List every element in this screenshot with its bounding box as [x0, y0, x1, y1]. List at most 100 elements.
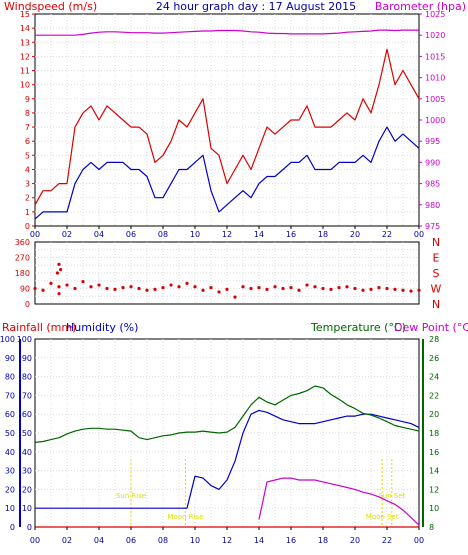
humidity-y-tick-label: 20	[22, 485, 32, 494]
direction-point	[265, 287, 269, 291]
humidity-axis-label: Humidity (%)	[66, 321, 138, 334]
rainfall-y-tick-label: 30	[5, 467, 15, 476]
wind-x-tick-label: 18	[318, 230, 328, 239]
direction-point	[161, 286, 165, 290]
rain-x-tick-label: 02	[62, 536, 72, 545]
direction-point	[361, 288, 365, 292]
dir-y-tick-label: 0	[25, 300, 30, 309]
direction-point	[145, 288, 149, 292]
direction-point	[313, 285, 317, 289]
rain-x-tick-label: 10	[190, 536, 200, 545]
rain-x-tick-label: 22	[382, 536, 392, 545]
baro-y-tick-label: 985	[425, 180, 440, 189]
rainfall-axis-label: Rainfall (mm)	[2, 321, 76, 334]
wind-x-tick-label: 00	[414, 230, 424, 239]
direction-point	[321, 286, 325, 291]
wind-x-tick-label: 16	[286, 230, 296, 239]
baro-y-tick-label: 1025	[425, 10, 445, 19]
rain-x-tick-label: 00	[30, 536, 40, 545]
direction-point	[105, 286, 109, 291]
gust-series-line	[34, 48, 420, 206]
temperature-y-tick-label: 18	[429, 429, 439, 438]
wind-x-tick-label: 06	[126, 230, 136, 239]
direction-point	[97, 283, 101, 287]
rain-x-tick-label: 06	[126, 536, 136, 545]
wind-y-tick-label: 4	[25, 165, 30, 174]
direction-point	[337, 286, 341, 290]
temperature-y-tick-label: 10	[429, 504, 439, 513]
temperature-y-tick-label: 14	[429, 467, 439, 476]
dewpoint-axis-label: Dew Point (°C)	[394, 321, 468, 334]
temperature-y-tick-label: 20	[429, 410, 439, 419]
rainfall-y-tick-label: 90	[5, 354, 15, 363]
wind-y-tick-label: 15	[20, 10, 30, 19]
direction-point	[137, 286, 141, 291]
temperature-y-tick-label: 26	[429, 354, 439, 363]
direction-point	[113, 287, 117, 291]
chart-marks: 0123456789101112131415975980985990995100…	[0, 10, 445, 545]
wind-y-tick-label: 6	[25, 137, 30, 146]
humidity-y-tick-label: 90	[22, 354, 32, 363]
rainfall-y-tick-label: 0	[10, 523, 15, 532]
average-wind-series-line	[34, 126, 420, 220]
direction-point	[177, 285, 181, 289]
wind-y-tick-label: 0	[25, 222, 30, 231]
rainfall-y-tick-label: 100	[0, 335, 15, 344]
humidity-y-tick-label: 100	[17, 335, 32, 344]
direction-point	[185, 281, 189, 285]
direction-point	[65, 283, 69, 287]
humidity-y-tick-label: 30	[22, 467, 32, 476]
rainfall-y-tick-label: 60	[5, 410, 15, 419]
direction-point	[241, 285, 245, 289]
wind-x-tick-label: 08	[158, 230, 168, 239]
direction-point	[193, 285, 197, 289]
direction-outlier-point	[57, 262, 61, 266]
humidity-y-tick-label: 0	[27, 523, 32, 532]
rain-x-tick-label: 04	[94, 536, 104, 545]
rainfall-y-tick-label: 80	[5, 373, 15, 382]
direction-outlier-point	[57, 292, 61, 296]
direction-point	[49, 281, 53, 285]
compass-label: N	[432, 236, 440, 249]
direction-point	[369, 287, 373, 291]
humidity-y-tick-label: 60	[22, 410, 32, 419]
direction-outlier-point	[59, 267, 63, 272]
baro-y-tick-label: 1010	[425, 74, 445, 83]
wind-y-tick-label: 9	[25, 95, 30, 104]
wind-y-tick-label: 3	[25, 180, 30, 189]
direction-point	[57, 285, 61, 289]
wind-x-tick-label: 02	[62, 230, 72, 239]
humidity-y-tick-label: 80	[22, 373, 32, 382]
direction-point	[73, 286, 77, 291]
direction-point	[129, 285, 133, 289]
temperature-y-tick-label: 12	[429, 485, 439, 494]
compass-label: E	[433, 252, 440, 265]
direction-point	[209, 286, 213, 290]
wind-x-tick-label: 12	[222, 230, 232, 239]
compass-label: S	[433, 267, 440, 280]
rain-x-tick-label: 16	[286, 536, 296, 545]
chart-title: 24 hour graph day : 17 August 2015	[156, 0, 356, 13]
wind-y-tick-label: 10	[20, 81, 30, 90]
rainfall-y-tick-label: 50	[5, 429, 15, 438]
wind-y-tick-label: 12	[20, 52, 30, 61]
wind-y-tick-label: 5	[25, 151, 30, 160]
direction-point	[41, 288, 45, 292]
event-label: Moon Rise	[167, 513, 203, 521]
compass-label: N	[432, 298, 440, 311]
direction-point	[385, 286, 389, 291]
rainfall-y-tick-label: 70	[5, 391, 15, 400]
direction-point	[417, 288, 421, 292]
direction-point	[233, 295, 237, 299]
barometer-series-line	[35, 29, 419, 36]
event-label: Sun Set	[378, 492, 405, 500]
wind-y-tick-label: 13	[20, 38, 30, 47]
wind-y-tick-label: 7	[25, 123, 30, 132]
direction-point	[225, 287, 229, 291]
direction-point	[401, 288, 405, 292]
baro-y-tick-label: 980	[425, 201, 440, 210]
rainfall-y-tick-label: 40	[5, 448, 15, 457]
wind-y-tick-label: 2	[25, 194, 30, 203]
direction-point	[169, 283, 173, 287]
wind-x-tick-label: 10	[190, 230, 200, 239]
